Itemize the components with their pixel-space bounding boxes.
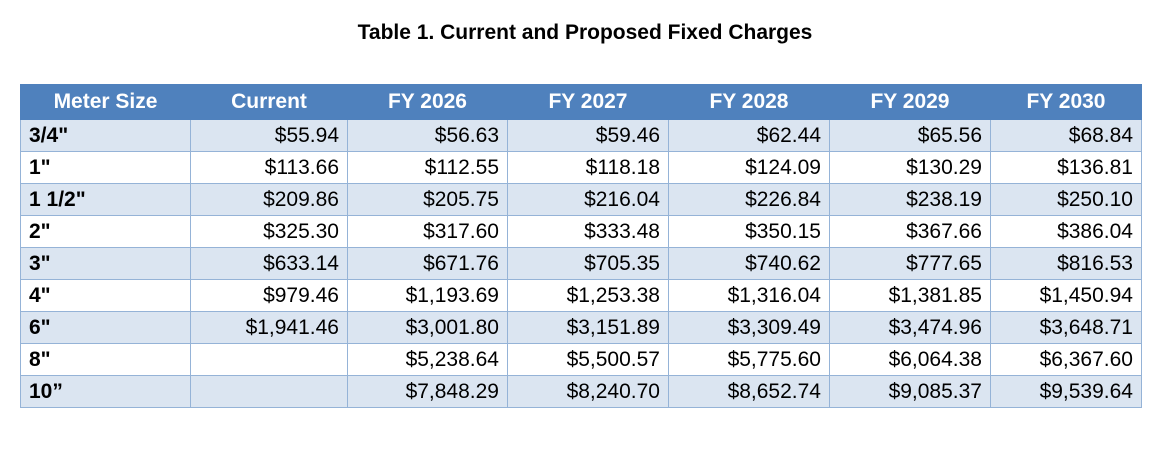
current-cell: $113.66: [190, 151, 348, 184]
fy2026-cell: $3,001.80: [347, 311, 508, 344]
fy2028-cell: $226.84: [668, 183, 830, 216]
meter-size-cell: 1": [20, 151, 191, 184]
fy2028-cell: $3,309.49: [668, 311, 830, 344]
table-row: 1" $113.66 $112.55 $118.18 $124.09 $130.…: [20, 151, 1142, 184]
fy2027-cell: $118.18: [507, 151, 669, 184]
meter-size-cell: 1 1/2": [20, 183, 191, 216]
fy2028-cell: $1,316.04: [668, 279, 830, 312]
fy2030-cell: $1,450.94: [990, 279, 1142, 312]
fy2030-cell: $816.53: [990, 247, 1142, 280]
meter-size-cell: 8": [20, 343, 191, 376]
fy2028-cell: $740.62: [668, 247, 830, 280]
fy2030-cell: $9,539.64: [990, 375, 1142, 408]
fy2029-cell: $238.19: [829, 183, 991, 216]
meter-size-cell: 3": [20, 247, 191, 280]
fy2027-cell: $5,500.57: [507, 343, 669, 376]
header-row: Meter Size Current FY 2026 FY 2027 FY 20…: [20, 84, 1142, 120]
fy2026-cell: $1,193.69: [347, 279, 508, 312]
fy2027-cell: $216.04: [507, 183, 669, 216]
fy2030-cell: $6,367.60: [990, 343, 1142, 376]
current-cell: $55.94: [190, 119, 348, 152]
current-cell: $1,941.46: [190, 311, 348, 344]
header-current: Current: [190, 84, 348, 120]
meter-size-cell: 4": [20, 279, 191, 312]
fy2027-cell: $8,240.70: [507, 375, 669, 408]
fy2026-cell: $56.63: [347, 119, 508, 152]
fy2029-cell: $367.66: [829, 215, 991, 248]
meter-size-cell: 2": [20, 215, 191, 248]
current-cell: $979.46: [190, 279, 348, 312]
table-row: 6" $1,941.46 $3,001.80 $3,151.89 $3,309.…: [20, 311, 1142, 344]
table-row: 3/4" $55.94 $56.63 $59.46 $62.44 $65.56 …: [20, 119, 1142, 152]
fy2027-cell: $705.35: [507, 247, 669, 280]
fy2026-cell: $205.75: [347, 183, 508, 216]
meter-size-cell: 6": [20, 311, 191, 344]
fy2026-cell: $7,848.29: [347, 375, 508, 408]
fy2029-cell: $65.56: [829, 119, 991, 152]
fy2028-cell: $350.15: [668, 215, 830, 248]
fy2029-cell: $6,064.38: [829, 343, 991, 376]
current-cell: [190, 375, 348, 408]
table-row: 1 1/2" $209.86 $205.75 $216.04 $226.84 $…: [20, 183, 1142, 216]
table-row: 8" $5,238.64 $5,500.57 $5,775.60 $6,064.…: [20, 343, 1142, 376]
fy2030-cell: $386.04: [990, 215, 1142, 248]
table-title: Table 1. Current and Proposed Fixed Char…: [357, 21, 813, 44]
fy2029-cell: $1,381.85: [829, 279, 991, 312]
fy2029-cell: $9,085.37: [829, 375, 991, 408]
fy2027-cell: $333.48: [507, 215, 669, 248]
meter-size-cell: 10”: [20, 375, 191, 408]
current-cell: $209.86: [190, 183, 348, 216]
fy2028-cell: $124.09: [668, 151, 830, 184]
fy2026-cell: $5,238.64: [347, 343, 508, 376]
current-cell: [190, 343, 348, 376]
fy2026-cell: $671.76: [347, 247, 508, 280]
meter-size-cell: 3/4": [20, 119, 191, 152]
fy2029-cell: $130.29: [829, 151, 991, 184]
header-fy2030: FY 2030: [990, 84, 1142, 120]
fy2030-cell: $136.81: [990, 151, 1142, 184]
header-fy2027: FY 2027: [507, 84, 669, 120]
table-row: 10” $7,848.29 $8,240.70 $8,652.74 $9,085…: [20, 375, 1142, 408]
fy2026-cell: $112.55: [347, 151, 508, 184]
header-fy2026: FY 2026: [347, 84, 508, 120]
fy2026-cell: $317.60: [347, 215, 508, 248]
table-row: 3" $633.14 $671.76 $705.35 $740.62 $777.…: [20, 247, 1142, 280]
table-row: 4" $979.46 $1,193.69 $1,253.38 $1,316.04…: [20, 279, 1142, 312]
fy2030-cell: $250.10: [990, 183, 1142, 216]
fy2028-cell: $62.44: [668, 119, 830, 152]
table-row: 2" $325.30 $317.60 $333.48 $350.15 $367.…: [20, 215, 1142, 248]
fy2028-cell: $8,652.74: [668, 375, 830, 408]
header-fy2029: FY 2029: [829, 84, 991, 120]
current-cell: $633.14: [190, 247, 348, 280]
current-cell: $325.30: [190, 215, 348, 248]
header-fy2028: FY 2028: [668, 84, 830, 120]
fy2027-cell: $1,253.38: [507, 279, 669, 312]
fy2029-cell: $777.65: [829, 247, 991, 280]
fy2030-cell: $3,648.71: [990, 311, 1142, 344]
fy2030-cell: $68.84: [990, 119, 1142, 152]
fy2027-cell: $59.46: [507, 119, 669, 152]
fy2027-cell: $3,151.89: [507, 311, 669, 344]
fixed-charges-table: Meter Size Current FY 2026 FY 2027 FY 20…: [20, 84, 1142, 408]
fy2028-cell: $5,775.60: [668, 343, 830, 376]
header-meter-size: Meter Size: [20, 84, 191, 120]
fy2029-cell: $3,474.96: [829, 311, 991, 344]
